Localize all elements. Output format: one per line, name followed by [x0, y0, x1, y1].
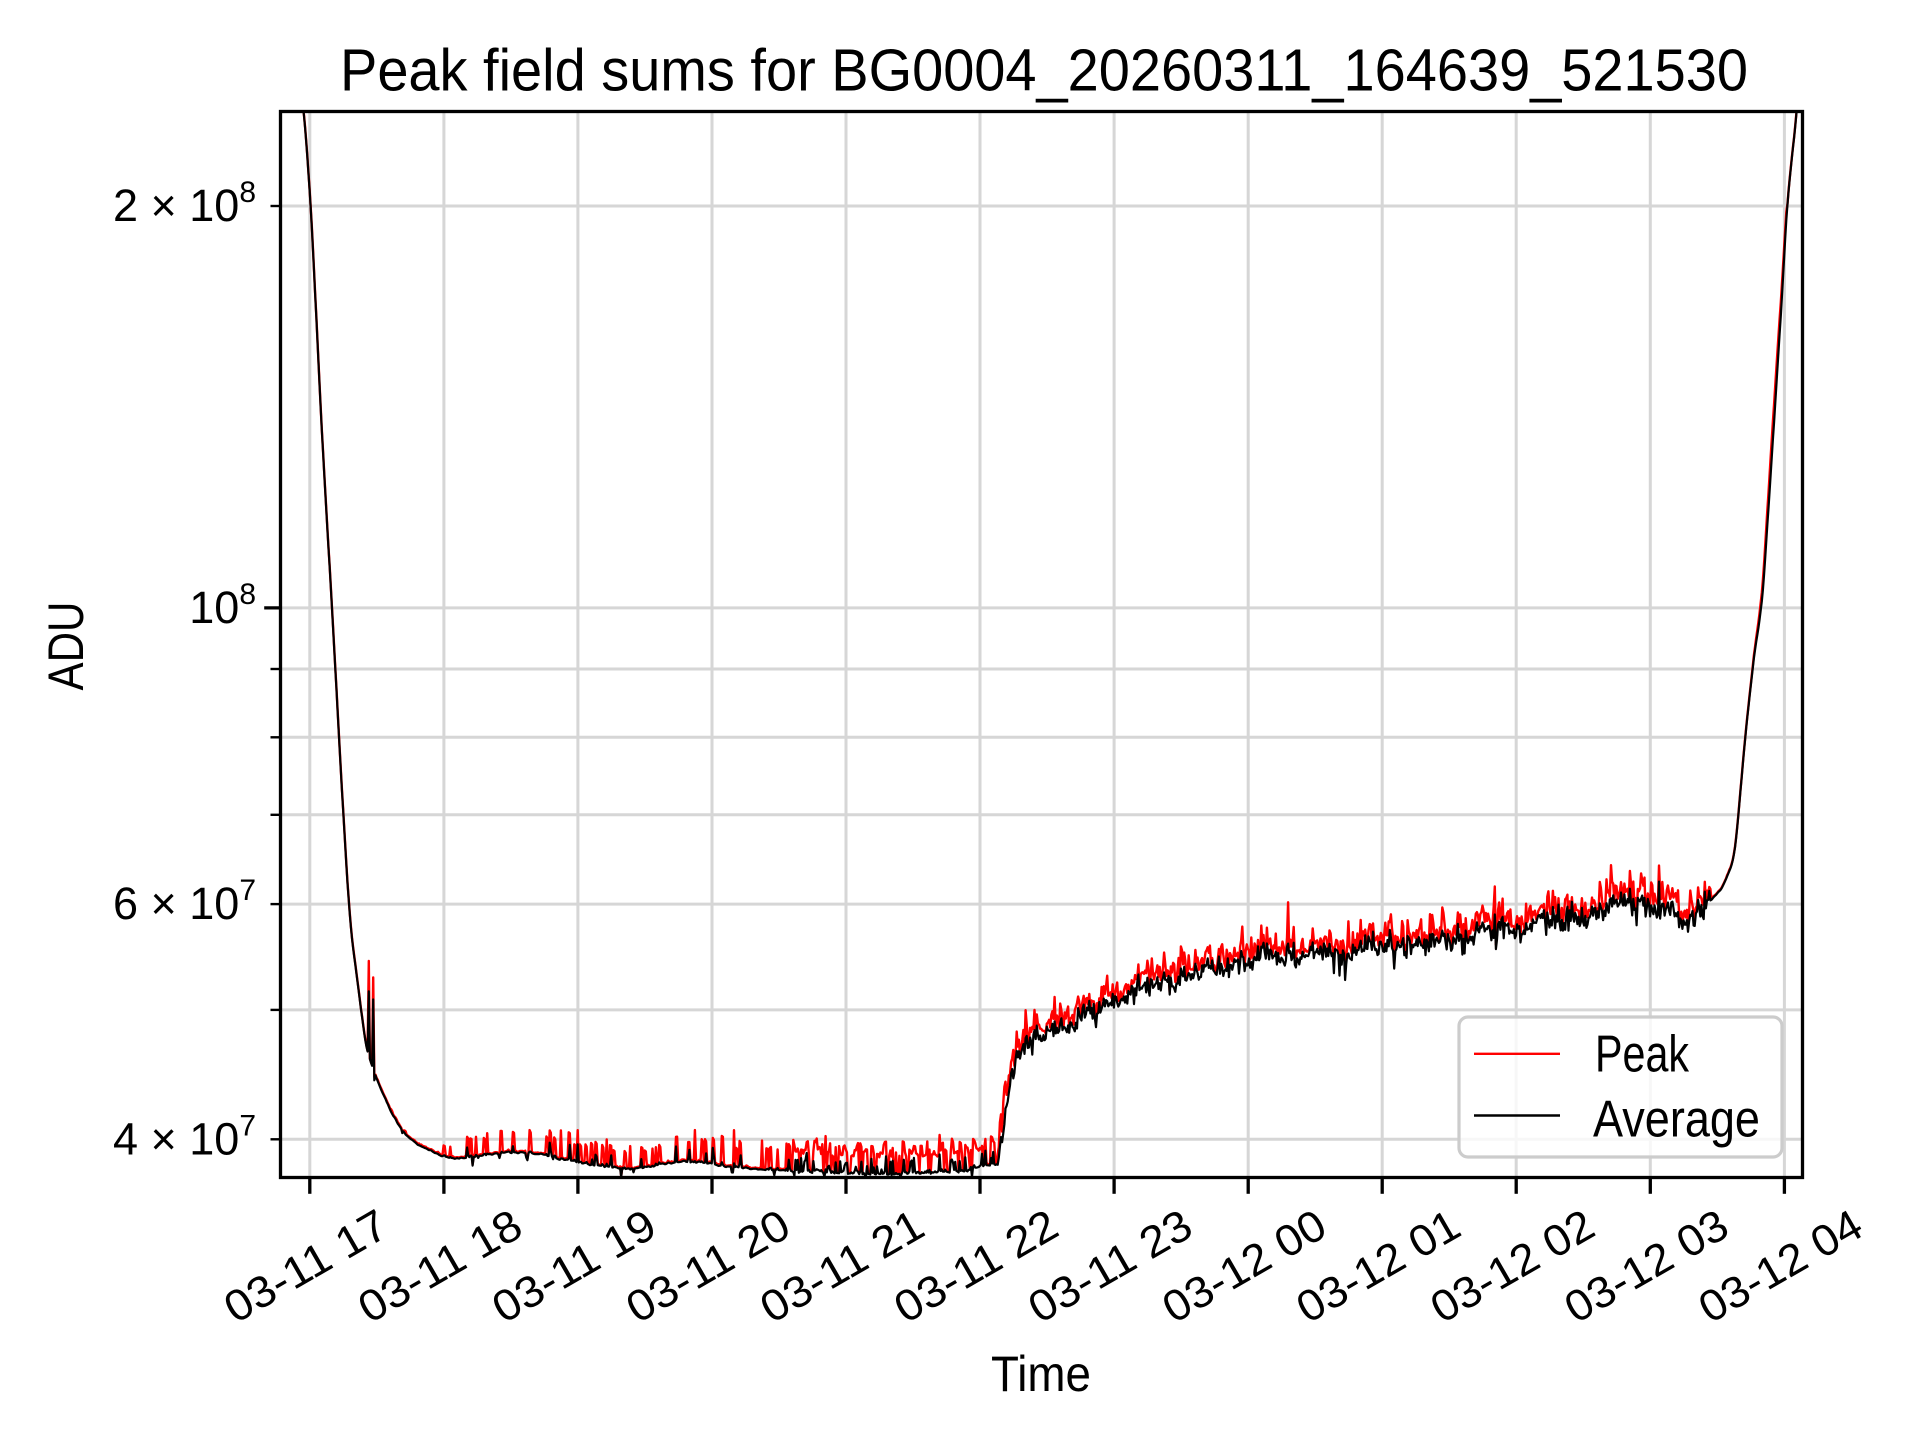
svg-text:Peak: Peak	[1595, 1026, 1690, 1084]
svg-text:Peak field sums for BG0004_202: Peak field sums for BG0004_20260311_1646…	[340, 38, 1748, 104]
svg-text:Time: Time	[991, 1346, 1091, 1402]
svg-text:6 × 107: 6 × 107	[113, 874, 256, 929]
svg-text:Average: Average	[1593, 1091, 1760, 1149]
svg-text:2 × 108: 2 × 108	[113, 176, 256, 231]
svg-text:ADU: ADU	[38, 602, 94, 691]
svg-text:4 × 107: 4 × 107	[113, 1109, 256, 1164]
